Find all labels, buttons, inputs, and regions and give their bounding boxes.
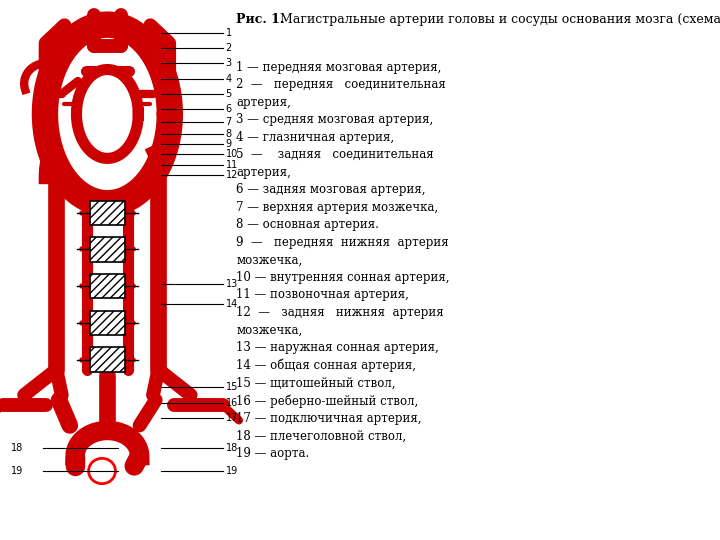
Text: 18: 18	[11, 443, 23, 453]
Text: 18: 18	[225, 443, 238, 453]
Text: 5: 5	[225, 89, 232, 99]
Polygon shape	[78, 71, 137, 157]
Text: 10: 10	[225, 150, 238, 159]
Text: 7: 7	[225, 117, 232, 126]
Bar	[90, 200, 125, 225]
Text: 14: 14	[225, 299, 238, 309]
Text: 3: 3	[225, 58, 232, 68]
Text: 2: 2	[225, 43, 232, 53]
Text: 9: 9	[225, 139, 232, 150]
Text: 6: 6	[225, 104, 232, 114]
Text: 11: 11	[225, 160, 238, 170]
Text: 4: 4	[225, 73, 232, 84]
Text: Рис. 1.: Рис. 1.	[236, 12, 284, 26]
Text: 8: 8	[225, 129, 232, 139]
Bar	[90, 237, 125, 261]
Bar	[90, 347, 125, 372]
Text: Магистральные артерии головы и сосуды основания мозга (схема).: Магистральные артерии головы и сосуды ос…	[276, 12, 720, 26]
Text: 15: 15	[225, 382, 238, 393]
Text: 19: 19	[225, 466, 238, 476]
Polygon shape	[45, 25, 169, 202]
Text: 1: 1	[225, 28, 232, 38]
Text: 12: 12	[225, 170, 238, 180]
Text: 19: 19	[11, 466, 23, 476]
Text: 17: 17	[225, 413, 238, 423]
Text: 16: 16	[225, 397, 238, 408]
Bar	[90, 274, 125, 298]
Text: 13: 13	[225, 279, 238, 288]
Circle shape	[89, 458, 115, 484]
Bar	[90, 310, 125, 335]
Text: 1 — передняя мозговая артерия,
2  —   передняя   соединительная
артерия,
3 — сре: 1 — передняя мозговая артерия, 2 — перед…	[236, 61, 450, 460]
